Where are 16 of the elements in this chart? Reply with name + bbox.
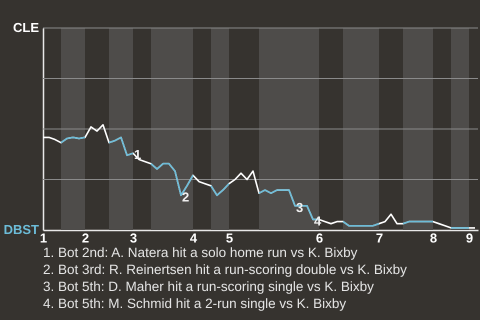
text: DBST xyxy=(4,222,40,237)
x-tick-label: 3 xyxy=(130,230,138,246)
x-tick-label: 9 xyxy=(466,230,474,246)
x-tick-label: 5 xyxy=(226,230,234,246)
annotation: 2 xyxy=(182,189,190,204)
text: 1. Bot 2nd: A. Natera hit a solo home run vs K. Bixby xyxy=(43,244,358,261)
x-tick-label: 6 xyxy=(316,230,324,246)
x-tick-label: 8 xyxy=(430,230,438,246)
text: CLE xyxy=(13,20,40,35)
x-tick-label: 7 xyxy=(376,230,384,246)
text: 3. Bot 5th: D. Maher hit a run-scoring single vs K. Bixby xyxy=(43,278,375,295)
x-tick-label: 1 xyxy=(40,230,48,246)
text: 2. Bot 3rd: R. Reinertsen hit a run-scoring double vs K. Bixby xyxy=(43,261,407,278)
x-tick-label: 2 xyxy=(82,230,90,246)
x-tick-label: 4 xyxy=(190,230,198,246)
text: 4. Bot 5th: M. Schmid hit a 2-run single vs K. Bixby xyxy=(43,295,348,312)
